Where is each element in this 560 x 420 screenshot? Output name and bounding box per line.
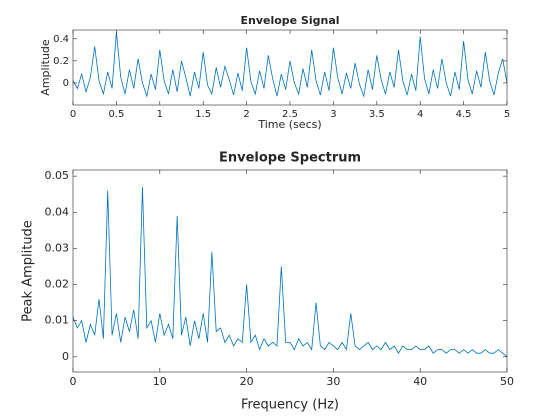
y-tick-label: 0.2 [53, 56, 69, 67]
x-tick-label: 20 [240, 375, 254, 388]
x-tick-label: 30 [326, 375, 340, 388]
x-tick-label: 10 [153, 375, 167, 388]
x-tick-label: 0 [70, 109, 76, 120]
x-tick-label: 0.5 [108, 109, 124, 120]
x-tick-label: 1.5 [195, 109, 211, 120]
x-tick-label: 40 [413, 375, 427, 388]
y-tick-label: 0.03 [45, 241, 70, 254]
y-tick-label: 0.01 [45, 314, 70, 327]
chart-title: Envelope Spectrum [219, 151, 361, 166]
y-tick-label: 0.04 [45, 205, 70, 218]
axes-box [72, 169, 508, 373]
x-tick-label: 4 [417, 109, 423, 120]
x-tick-label: 3 [330, 109, 336, 120]
x-tick-label: 1 [157, 109, 163, 120]
y-axis-label: Peak Amplitude [21, 220, 36, 322]
chart-title: Envelope Signal [240, 14, 339, 27]
signal-line [72, 186, 508, 358]
y-tick-label: 0.4 [53, 34, 69, 45]
y-tick-label: 0.02 [45, 278, 70, 291]
x-tick-label: 4.5 [456, 109, 472, 120]
signal-line [72, 32, 508, 98]
x-tick-label: 2 [243, 109, 249, 120]
x-tick-label: 3.5 [369, 109, 385, 120]
x-tick-label: 5 [504, 109, 510, 120]
y-tick-label: 0 [62, 350, 69, 363]
x-tick-label: 0 [70, 375, 77, 388]
y-tick-label: 0.05 [45, 169, 70, 182]
x-tick-label: 50 [500, 375, 514, 388]
x-axis-label: Frequency (Hz) [241, 398, 339, 413]
x-tick-label: 2.5 [282, 109, 298, 120]
y-tick-label: 0 [63, 78, 69, 89]
x-axis-label: Time (secs) [257, 118, 321, 131]
y-axis-label: Amplitude [39, 39, 52, 96]
